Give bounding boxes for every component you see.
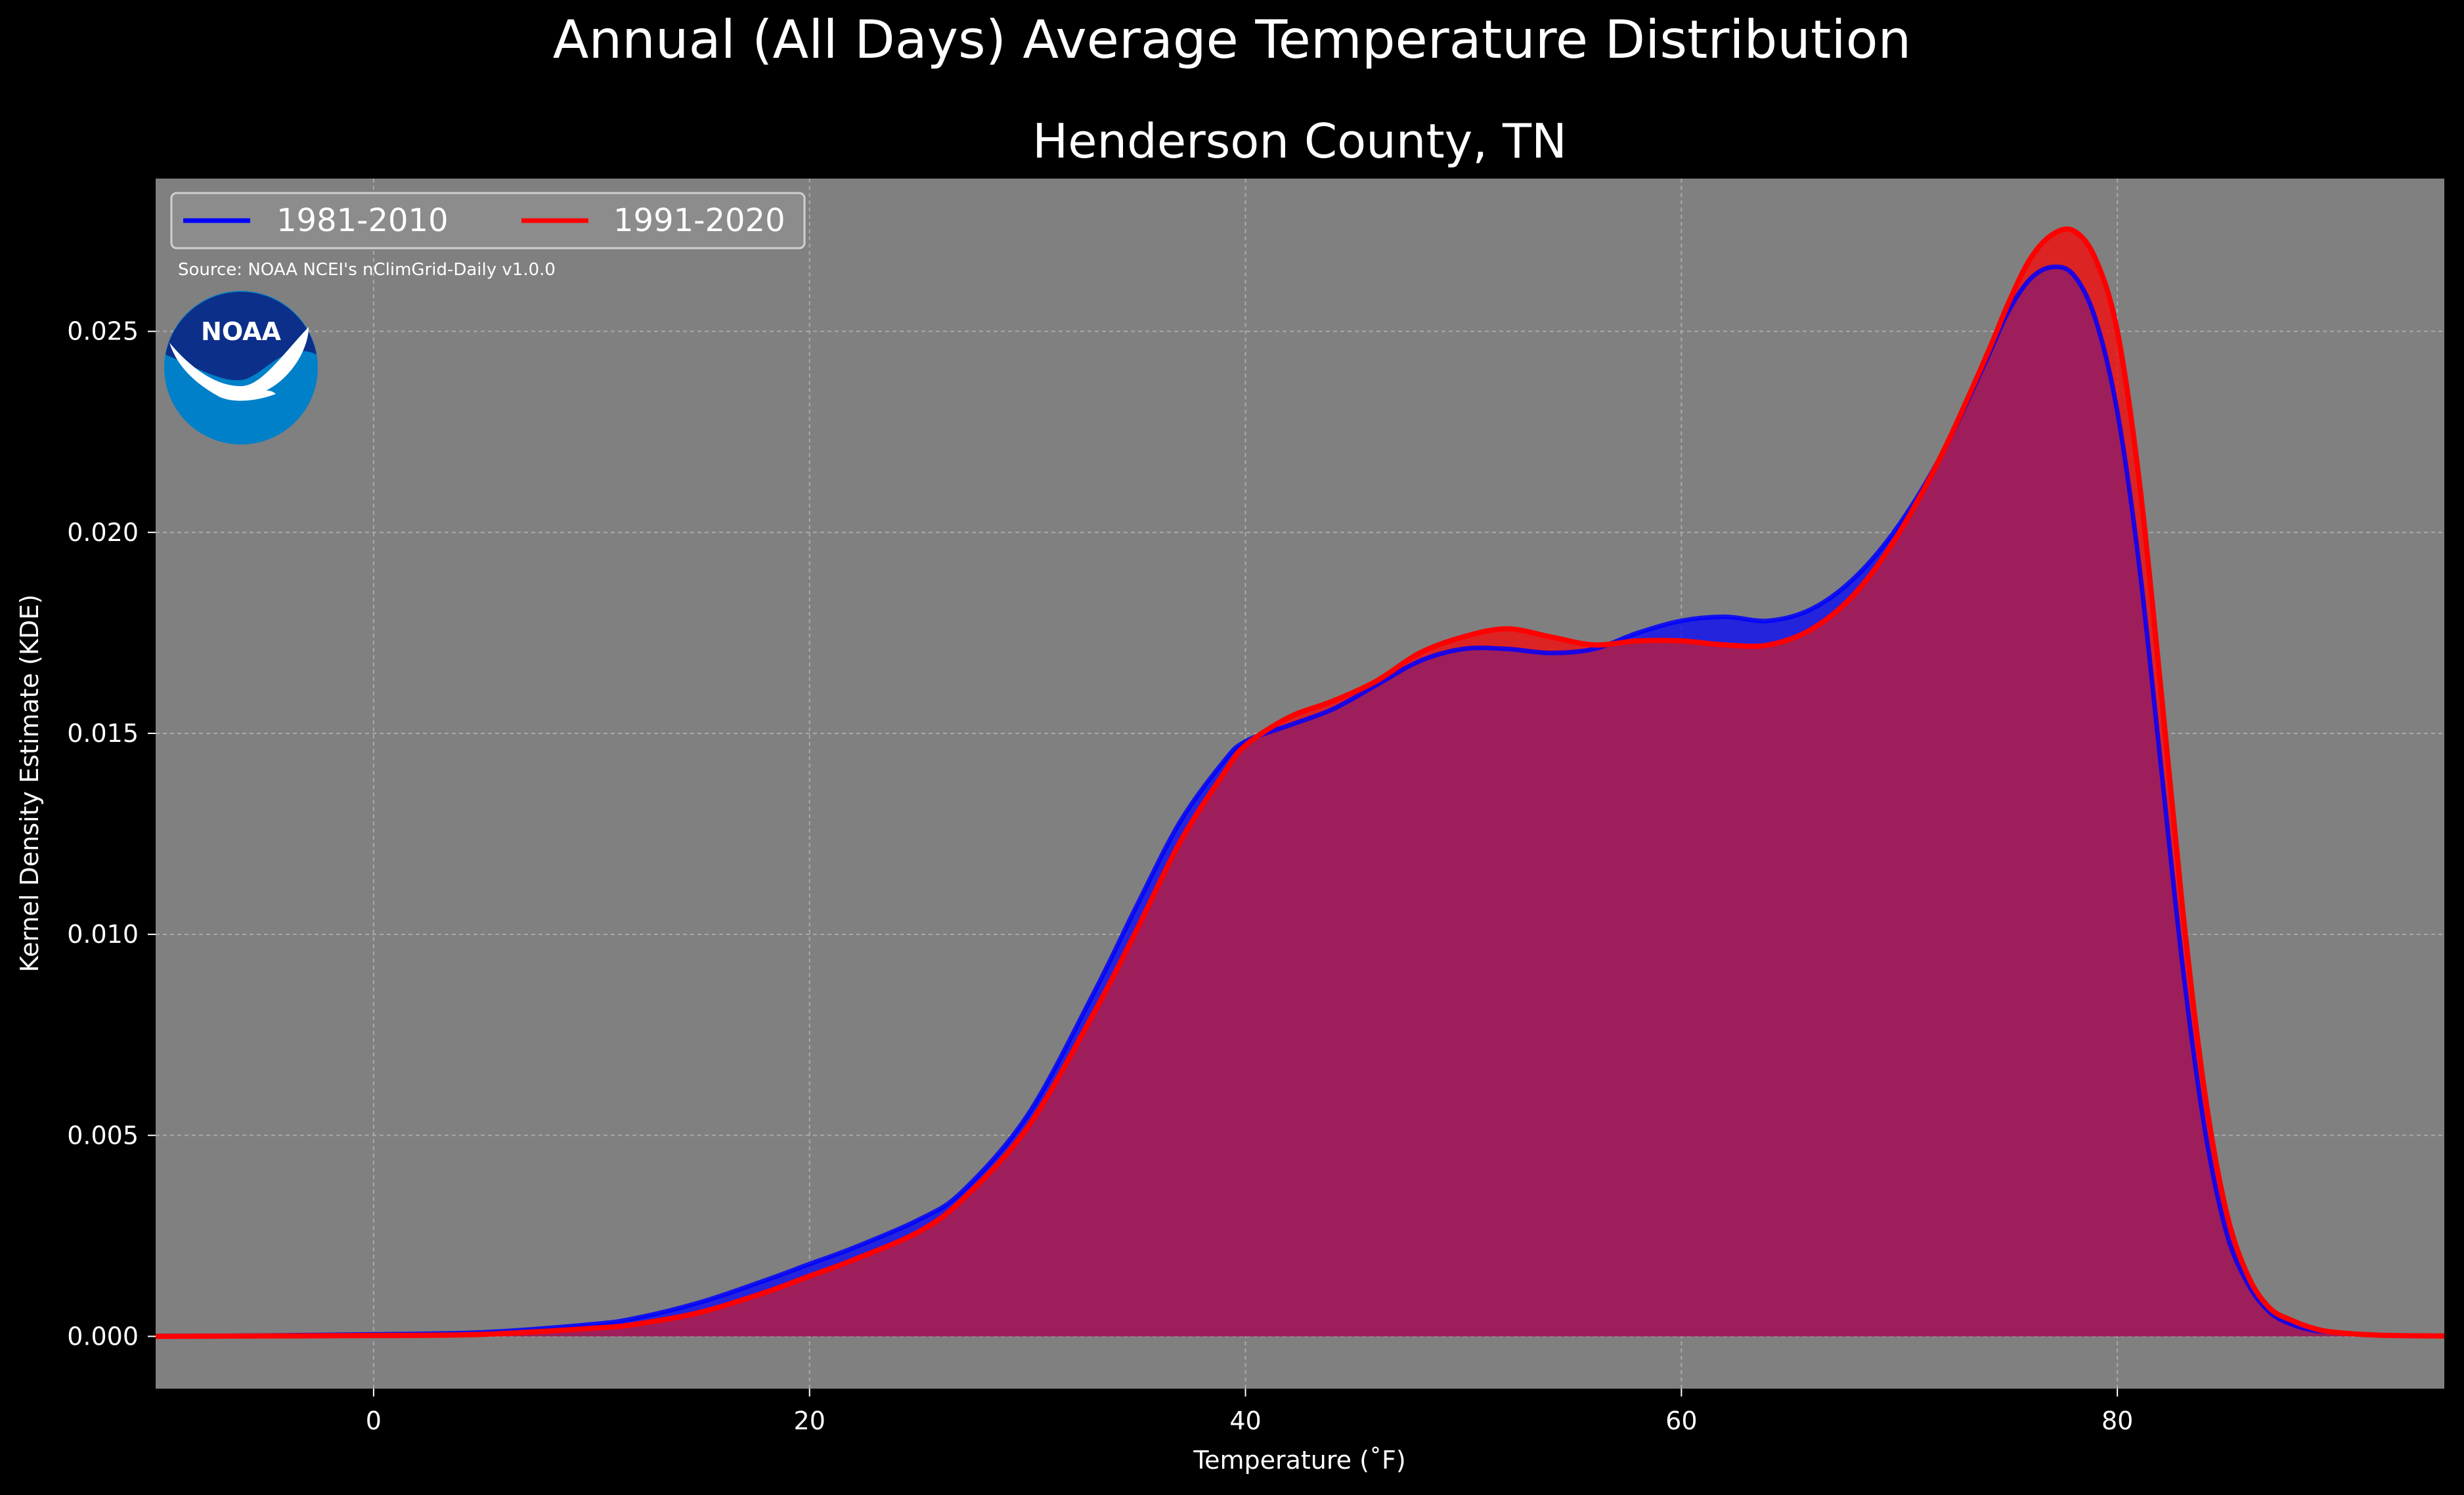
x-tick-label: 0 [366, 1406, 382, 1435]
noaa-logo-text: NOAA [201, 317, 281, 346]
figure-suptitle: Annual (All Days) Average Temperature Di… [553, 9, 1911, 70]
x-tick-label: 20 [794, 1406, 825, 1435]
y-tick-label: 0.010 [67, 920, 139, 949]
y-tick-label: 0.005 [67, 1121, 139, 1150]
source-note: Source: NOAA NCEI's nClimGrid-Daily v1.0… [178, 260, 556, 280]
y-tick-label: 0.015 [67, 719, 139, 748]
chart-title: Henderson County, TN [1032, 114, 1567, 169]
series-line-1991-2020 [156, 226, 2444, 1339]
noaa-logo-top [165, 292, 317, 381]
legend: 1981-2010 1991-2020 [170, 192, 806, 249]
series-line-1981-2010 [156, 264, 2444, 1339]
x-tick-label: 80 [2101, 1406, 2133, 1435]
series-layer [156, 226, 2444, 1339]
axis-ticks: 0 20 40 60 80 0.000 0.005 0.010 0.015 0.020 0.025 [67, 317, 2133, 1435]
y-axis-label: Kernel Density Estimate (KDE) [15, 594, 44, 972]
y-tick-label: 0.000 [67, 1322, 139, 1351]
y-tick-label: 0.025 [67, 317, 139, 346]
x-axis-label: Temperature (˚F) [1193, 1446, 1405, 1475]
x-tick-label: 60 [1665, 1406, 1697, 1435]
area-overlap-fill [156, 267, 2444, 1337]
legend-label-1981-2010: 1981-2010 [276, 202, 449, 239]
legend-label-1991-2020: 1991-2020 [613, 202, 785, 239]
noaa-logo: NOAA [164, 291, 318, 444]
noaa-logo-bird [169, 327, 309, 401]
y-tick-label: 0.020 [67, 518, 139, 547]
x-tick-label: 40 [1229, 1406, 1261, 1435]
legend-box [170, 192, 806, 249]
